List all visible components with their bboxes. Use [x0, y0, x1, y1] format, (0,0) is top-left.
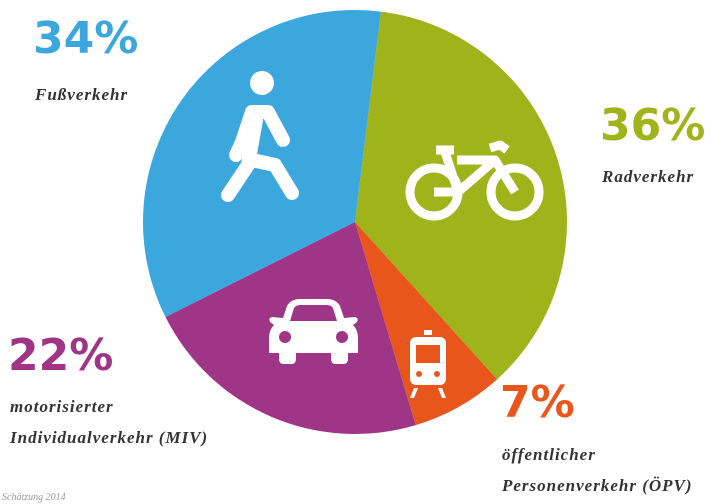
category-label: Fußverkehr [34, 85, 128, 104]
percent-label: 7% [500, 377, 575, 428]
tram-icon [410, 330, 446, 398]
category-label: öffentlicher [502, 445, 596, 464]
car-icon [269, 299, 358, 364]
category-label: motorisierter [10, 397, 114, 416]
bike-icon [405, 140, 544, 221]
percent-label: 34% [33, 13, 138, 64]
category-label: Radverkehr [601, 167, 694, 186]
icons [221, 71, 544, 398]
category-label: Individualverkehr (MIV) [9, 428, 208, 447]
footnote: Schätzung 2014 [2, 492, 66, 503]
pie [142, 9, 568, 435]
category-label: Personenverkehr (ÖPV) [501, 476, 693, 495]
walker-icon [221, 71, 299, 202]
pie-slice [355, 222, 498, 426]
percent-label: 22% [8, 330, 113, 381]
percent-label: 36% [600, 100, 705, 151]
